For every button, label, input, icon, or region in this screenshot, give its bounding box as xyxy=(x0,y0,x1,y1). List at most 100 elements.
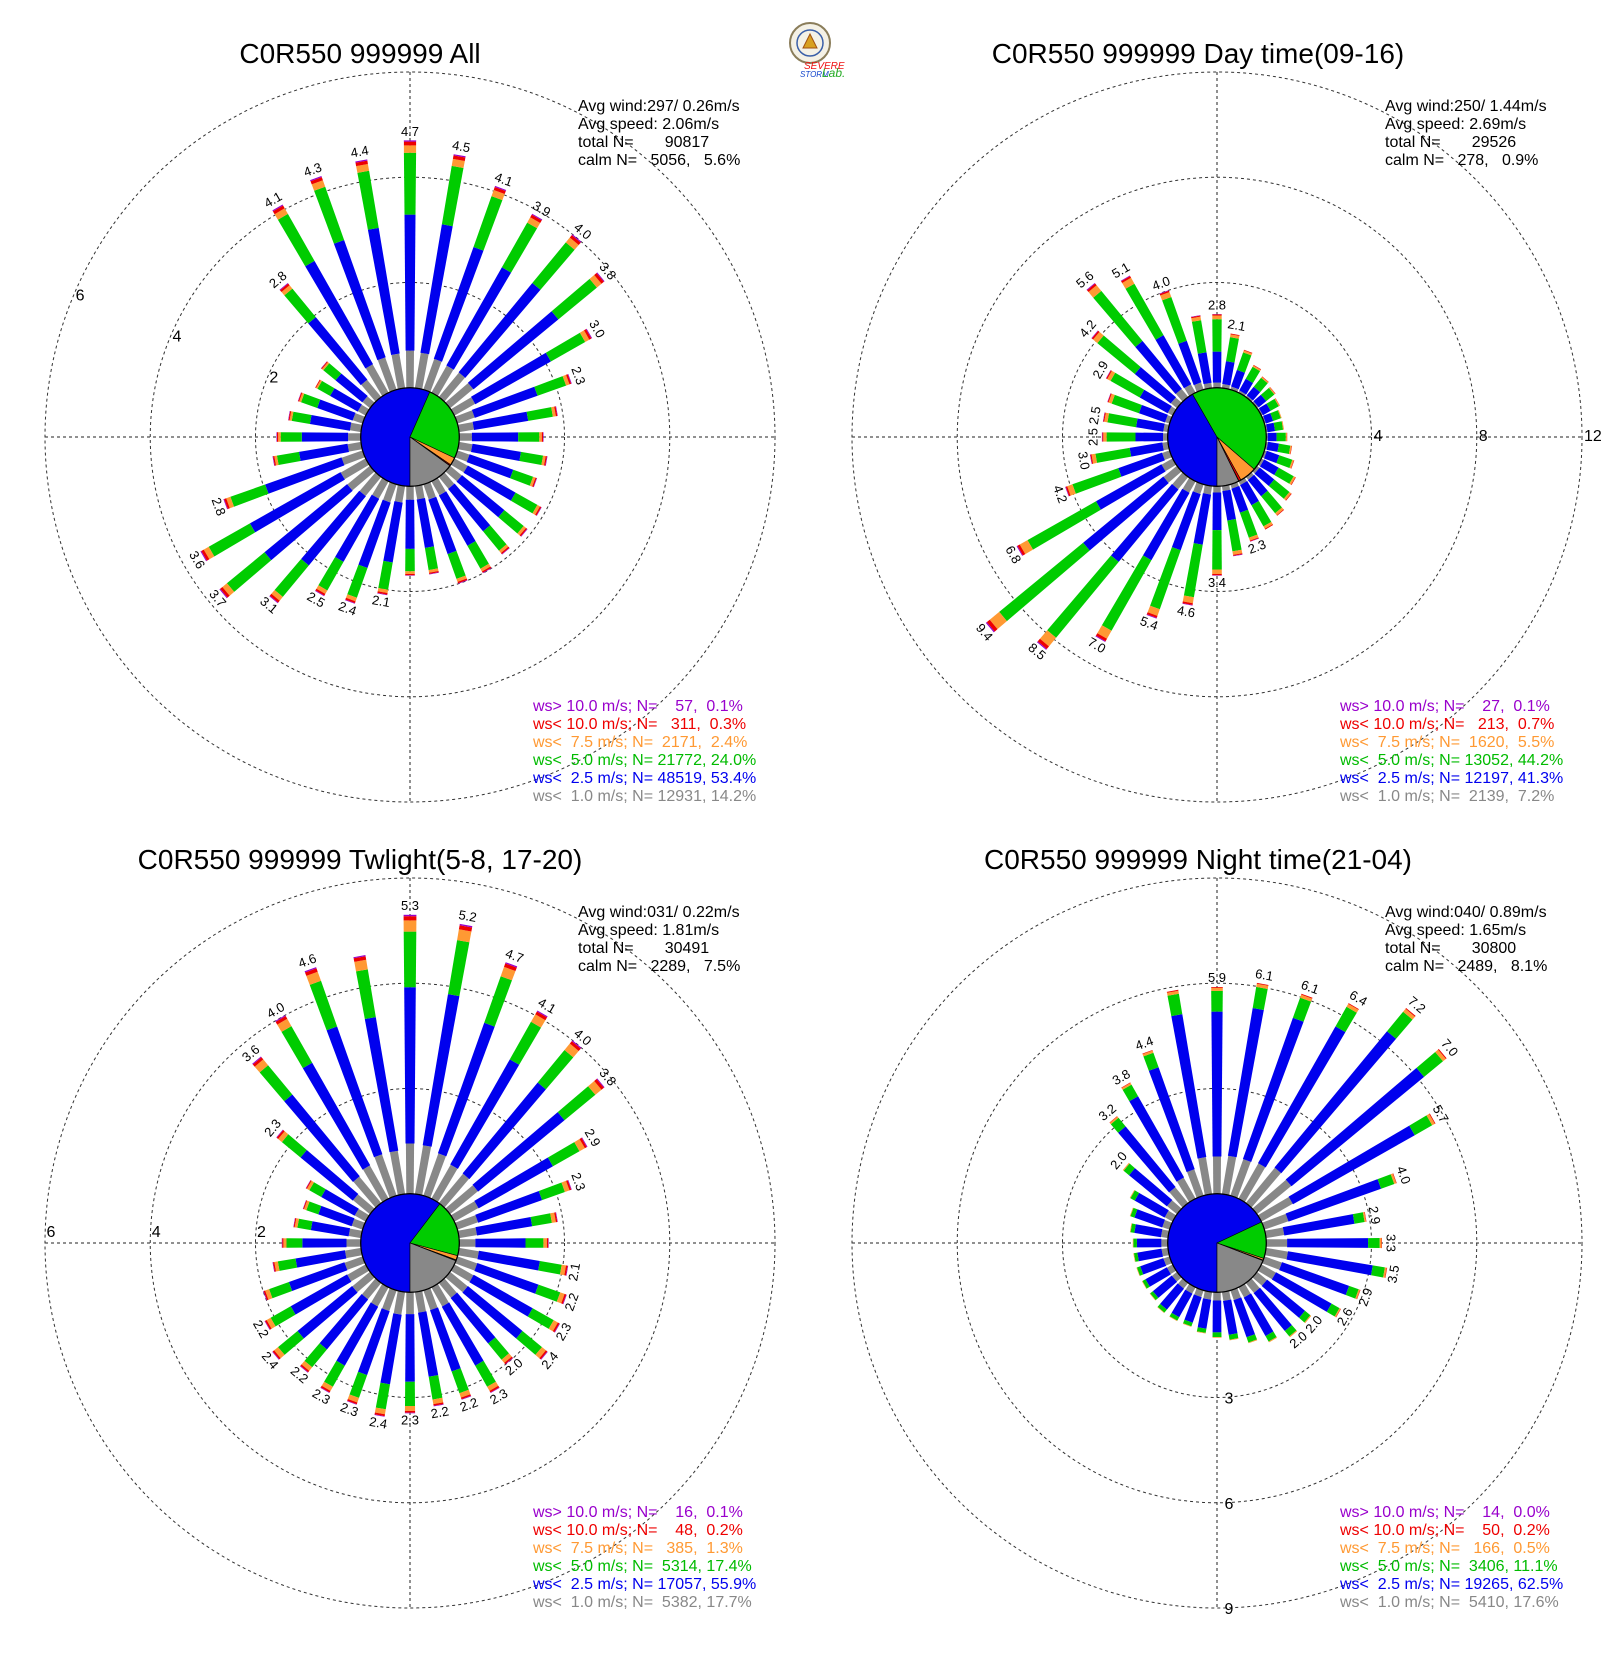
bar-label-10: 4.5 xyxy=(451,137,471,155)
bar-90-class-5 xyxy=(543,432,544,442)
bar-330-class-2 xyxy=(282,1026,313,1068)
bar-350-class-2 xyxy=(356,969,376,1019)
bar-190-class-2 xyxy=(376,1383,390,1410)
bar-0-class-4 xyxy=(404,142,416,146)
bar-30-class-2 xyxy=(510,1022,541,1065)
bar-210-class-2 xyxy=(318,557,343,591)
bar-80-class-2 xyxy=(1274,421,1283,431)
bar-90-class-4 xyxy=(547,1238,548,1248)
stats-line-1: Avg wind:250/ 1.44m/s xyxy=(1385,98,1547,115)
bar-90-class-3 xyxy=(543,1238,547,1248)
bar-270-class-4 xyxy=(282,1238,283,1248)
legend-entry-2: ws< 10.0 m/s; N= 311, 0.3% xyxy=(532,716,746,733)
bar-0-class-5 xyxy=(404,915,417,916)
stats-line-3: total N= 29526 xyxy=(1385,134,1516,151)
bar-0-class-4 xyxy=(1212,314,1221,315)
bar-80-class-2 xyxy=(527,407,553,421)
bar-90-class-2 xyxy=(1277,433,1286,442)
bar-180-class-3 xyxy=(1213,1337,1222,1338)
bar-210-class-2 xyxy=(324,1361,345,1387)
bar-270-class-1 xyxy=(1137,1239,1162,1248)
bar-310-class-2 xyxy=(282,1134,307,1157)
bar-60-class-2 xyxy=(548,1142,580,1166)
bar-label-190: 4.6 xyxy=(1176,603,1196,621)
bar-100-class-2 xyxy=(1371,1265,1385,1277)
bar-label-0: 2.8 xyxy=(1208,298,1226,313)
bar-270-class-3 xyxy=(283,1238,286,1247)
bar-280-class-2 xyxy=(292,412,312,424)
legend-entry-4: ws< 5.0 m/s; N= 13052, 44.2% xyxy=(1339,752,1563,769)
bar-260-class-1 xyxy=(1137,1249,1163,1262)
legend-entry-2: ws< 10.0 m/s; N= 50, 0.2% xyxy=(1339,1522,1550,1539)
bar-150-class-2 xyxy=(467,541,489,569)
bar-0-class-3 xyxy=(1212,316,1221,320)
bar-180-class-2 xyxy=(1212,530,1222,569)
bar-90-class-1 xyxy=(1287,1238,1368,1248)
stats-line-3: total N= 30491 xyxy=(578,940,709,957)
bar-0-class-2 xyxy=(404,932,417,988)
bar-180-class-2 xyxy=(405,1382,415,1406)
bar-180-class-4 xyxy=(405,574,415,575)
stats-line-1: Avg wind:297/ 0.26m/s xyxy=(578,98,740,115)
bar-270-class-1 xyxy=(302,1238,346,1247)
bar-270-class-4 xyxy=(1102,432,1103,441)
bar-180-class-1 xyxy=(405,500,414,549)
legend-entry-3: ws< 7.5 m/s; N= 166, 0.5% xyxy=(1339,1540,1550,1557)
bar-170-class-0 xyxy=(415,1291,426,1313)
bar-90-class-0 xyxy=(459,1239,475,1247)
bar-10-class-2 xyxy=(1253,987,1268,1010)
bar-label-190: 2.4 xyxy=(368,1414,388,1432)
bar-160-class-2 xyxy=(448,551,466,579)
bar-340-class-2 xyxy=(310,981,337,1031)
bar-70-class-2 xyxy=(534,376,566,396)
legend-entry-5: ws< 2.5 m/s; N= 17057, 55.9% xyxy=(532,1576,756,1593)
logo: SEVERE STORM Lab. xyxy=(790,23,845,80)
legend-entry-6: ws< 1.0 m/s; N= 12931, 14.2% xyxy=(532,788,756,805)
stats-line-2: Avg speed: 1.65m/s xyxy=(1385,922,1526,939)
bar-230-class-2 xyxy=(278,1331,304,1355)
ring-label-12: 12 xyxy=(1584,428,1602,445)
bar-90-class-0 xyxy=(1266,1239,1287,1247)
bar-80-class-0 xyxy=(458,1228,477,1239)
bar-50-class-2 xyxy=(558,1086,596,1120)
bar-180-class-1 xyxy=(1213,493,1222,531)
bar-170-class-2 xyxy=(425,546,438,570)
bar-150-class-2 xyxy=(475,1361,496,1387)
bar-0-class-5 xyxy=(404,140,416,141)
bar-180-class-2 xyxy=(1213,1332,1222,1337)
bar-80-class-0 xyxy=(1265,1228,1284,1239)
bar-0-class-4 xyxy=(404,916,417,920)
bar-270-class-2 xyxy=(281,432,302,442)
bar-290-class-2 xyxy=(301,394,320,408)
stats-line-4: calm N= 5056, 5.6% xyxy=(578,152,740,169)
bar-190-class-0 xyxy=(395,485,405,503)
bar-350-class-2 xyxy=(1192,320,1207,354)
bar-label-0: 5.9 xyxy=(1208,970,1226,985)
bar-180-class-3 xyxy=(405,571,415,574)
bar-label-260: 3.0 xyxy=(1075,450,1093,470)
bar-20-class-2 xyxy=(484,976,512,1026)
bar-0-class-2 xyxy=(1211,991,1223,1012)
legend-entry-4: ws< 5.0 m/s; N= 3406, 11.1% xyxy=(1339,1558,1558,1575)
bar-180-class-1 xyxy=(1213,1301,1222,1333)
bar-80-class-2 xyxy=(1353,1212,1365,1223)
legend-entry-6: ws< 1.0 m/s; N= 5410, 17.6% xyxy=(1339,1594,1559,1611)
bar-0-class-0 xyxy=(1213,383,1220,388)
bar-20-class-2 xyxy=(1237,352,1252,372)
chart-title: C0R550 999999 All xyxy=(239,38,480,69)
bar-320-class-2 xyxy=(260,1065,293,1101)
bar-90-class-3 xyxy=(1286,433,1287,442)
bar-40-class-2 xyxy=(538,1050,574,1089)
bar-0-class-2 xyxy=(404,153,416,215)
bar-220-class-2 xyxy=(275,559,309,597)
bar-320-class-2 xyxy=(284,289,316,324)
legend-entry-4: ws< 5.0 m/s; N= 5314, 17.4% xyxy=(532,1558,752,1575)
legend-entry-3: ws< 7.5 m/s; N= 2171, 2.4% xyxy=(532,734,747,751)
chart-title: C0R550 999999 Twlight(5-8, 17-20) xyxy=(138,844,583,875)
bar-80-class-2 xyxy=(531,1213,552,1226)
stats-line-4: calm N= 278, 0.9% xyxy=(1385,152,1538,169)
legend-entry-4: ws< 5.0 m/s; N= 21772, 24.0% xyxy=(532,752,756,769)
wind-rose-panel-3: 2465.35.24.74.14.03.82.92.32.12.22.32.42… xyxy=(45,844,775,1611)
bar-280-class-1 xyxy=(1134,1224,1162,1237)
